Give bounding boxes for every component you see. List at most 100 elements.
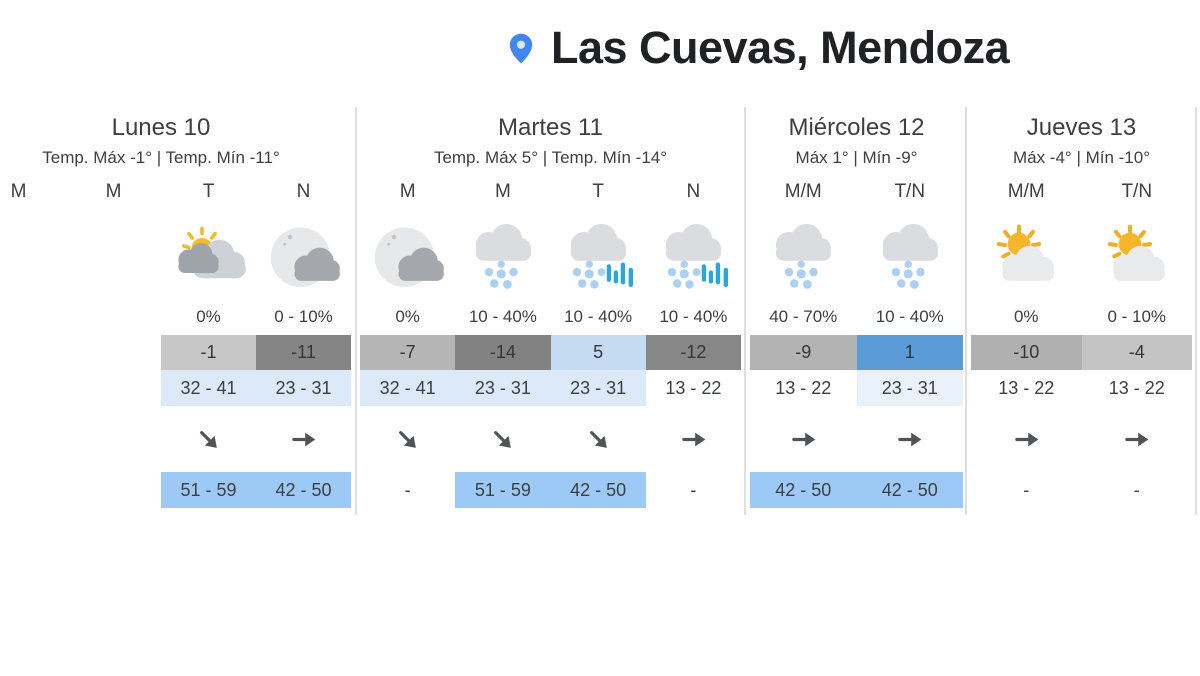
- day-panel-jueves-13[interactable]: Jueves 13 Máx -4° | Mín -10° M/M 0% -10 …: [967, 107, 1196, 515]
- weather-icon-sleet: [646, 208, 741, 298]
- weather-icon-snow: [455, 208, 550, 298]
- temperature-cell: [66, 335, 161, 370]
- temperature-cell: -11: [256, 335, 351, 370]
- hour-column-m1: M: [0, 178, 66, 508]
- wind-direction-arrow: [750, 406, 857, 472]
- weather-icon: [0, 208, 66, 298]
- day-temp-summary: Temp. Máx 5° | Temp. Mín -14°: [433, 148, 668, 167]
- temp-range-cell: 23 - 31: [256, 370, 351, 406]
- wind-speed-cell: 42 - 50: [550, 472, 646, 508]
- wind-speed-cell: -: [1133, 480, 1140, 500]
- weather-icon-partly-sunny: [1082, 208, 1193, 298]
- day-columns: M 0% -7 32 - 41 - M 10 - 40% -14 23 - 31…: [356, 178, 745, 508]
- wind-speed-cell: 51 - 59: [161, 472, 256, 508]
- precip-probability: 10 - 40%: [564, 307, 633, 326]
- temp-range-cell: 13 - 22: [665, 378, 722, 398]
- precip-probability: 10 - 40%: [875, 307, 944, 326]
- precip-probability: 40 - 70%: [769, 307, 838, 326]
- temperature-cell: -4: [1081, 335, 1192, 370]
- temperature-cell: -7: [360, 335, 456, 370]
- day-divider: [744, 107, 746, 515]
- wind-direction-arrow: [0, 406, 66, 472]
- hour-column-n: N 0 - 10% -11 23 - 31 42 - 50: [256, 178, 351, 508]
- wind-direction-arrow: [161, 406, 256, 472]
- day-divider: [965, 107, 967, 515]
- day-panel-miercoles-12[interactable]: Miércoles 12 Máx 1° | Mín -9° M/M 40 - 7…: [746, 107, 967, 515]
- hour-column-mm: M/M 0% -10 13 - 22 -: [971, 178, 1082, 508]
- hour-label: M: [105, 181, 122, 202]
- temp-range-cell: 23 - 31: [455, 370, 551, 406]
- wind-direction-arrow: [1082, 406, 1193, 472]
- temperature-cell: [0, 335, 66, 370]
- wind-direction-arrow: [646, 406, 741, 472]
- weather-icon-cloudy-night: [256, 208, 351, 298]
- wind-speed-cell: 42 - 50: [750, 472, 857, 508]
- temp-range-cell: 23 - 31: [856, 370, 963, 406]
- precip-probability: 0 - 10%: [274, 307, 333, 326]
- wind-speed-cell: 42 - 50: [256, 472, 351, 508]
- weather-icon: [66, 208, 161, 298]
- hour-column-t: T 0% -1 32 - 41 51 - 59: [161, 178, 256, 508]
- wind-speed-cell: -: [690, 480, 697, 500]
- day-title: Miércoles 12: [788, 114, 925, 141]
- hour-label: T: [592, 181, 604, 202]
- weather-icon-mostly-cloudy-day: [161, 208, 256, 298]
- wind-speed-cell: 51 - 59: [455, 472, 551, 508]
- hour-label: M/M: [1007, 181, 1045, 202]
- temp-range-cell: [66, 370, 161, 406]
- weather-icon-snow: [857, 208, 964, 298]
- temp-range-cell: 32 - 41: [161, 370, 256, 406]
- temp-range-cell: 13 - 22: [1108, 378, 1165, 398]
- wind-direction-arrow: [66, 406, 161, 472]
- temp-range-cell: 13 - 22: [998, 378, 1055, 398]
- day-title: Lunes 10: [111, 114, 211, 141]
- weather-icon-snow: [750, 208, 857, 298]
- hour-label: M: [10, 181, 27, 202]
- precip-probability: [66, 298, 161, 335]
- temp-range-cell: 32 - 41: [360, 370, 456, 406]
- hour-label: N: [686, 181, 701, 202]
- wind-speed-cell: -: [404, 480, 411, 500]
- day-panel-martes-11[interactable]: Martes 11 Temp. Máx 5° | Temp. Mín -14° …: [356, 107, 745, 515]
- precip-probability: 0%: [196, 307, 221, 326]
- hour-column-m1: M 0% -7 32 - 41 -: [360, 178, 456, 508]
- precip-probability: 0%: [1013, 307, 1039, 326]
- temperature-cell: -1: [161, 335, 256, 370]
- hour-column-mm: M/M 40 - 70% -9 13 - 22 42 - 50: [750, 178, 857, 508]
- temp-range-cell: 13 - 22: [775, 378, 832, 398]
- hour-label: T/N: [894, 181, 926, 202]
- precip-probability: 0%: [395, 307, 420, 326]
- day-temp-summary: Temp. Máx -1° | Temp. Mín -11°: [42, 148, 280, 167]
- temperature-cell: -9: [750, 335, 857, 370]
- hour-column-tn: T/N 10 - 40% 1 23 - 31 42 - 50: [856, 178, 964, 508]
- hour-column-tn: T/N 0 - 10% -4 13 - 22 -: [1081, 178, 1193, 508]
- hour-column-m2: M 10 - 40% -14 23 - 31 51 - 59: [455, 178, 551, 508]
- day-temp-summary: Máx 1° | Mín -9°: [795, 148, 918, 167]
- temperature-cell: 1: [856, 335, 963, 370]
- day-divider: [355, 107, 357, 515]
- day-title: Jueves 13: [1026, 114, 1137, 141]
- precip-probability: 10 - 40%: [468, 307, 537, 326]
- wind-speed-cell: [66, 472, 161, 508]
- wind-speed-cell: [0, 472, 66, 508]
- temp-range-cell: [0, 370, 66, 406]
- hour-label: T/N: [1121, 181, 1153, 202]
- location-title: Las Cuevas, Mendoza: [551, 22, 1010, 73]
- day-temp-summary: Máx -4° | Mín -10°: [1012, 148, 1151, 167]
- precip-probability: 10 - 40%: [659, 307, 728, 326]
- temperature-cell: -14: [455, 335, 551, 370]
- wind-direction-arrow: [360, 406, 455, 472]
- precip-probability: [0, 298, 66, 335]
- weather-icon-cloudy-night: [360, 208, 455, 298]
- weather-icon-sleet: [551, 208, 646, 298]
- wind-direction-arrow: [971, 406, 1082, 472]
- wind-direction-arrow: [857, 406, 964, 472]
- wind-direction-arrow: [256, 406, 351, 472]
- day-panel-lunes-10[interactable]: Lunes 10 Temp. Máx -1° | Temp. Mín -11° …: [0, 107, 355, 515]
- wind-direction-arrow: [455, 406, 550, 472]
- weather-icon-partly-sunny: [971, 208, 1082, 298]
- precip-probability: 0 - 10%: [1107, 307, 1167, 326]
- day-title: Martes 11: [498, 114, 603, 141]
- hour-column-t: T 10 - 40% 5 23 - 31 42 - 50: [550, 178, 646, 508]
